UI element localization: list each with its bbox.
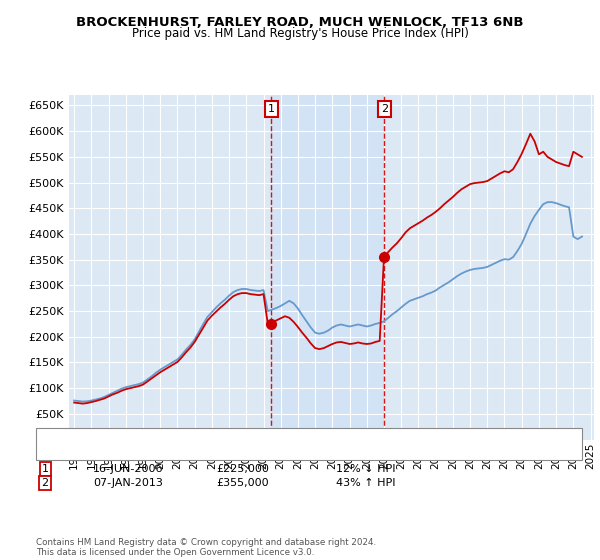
Text: BROCKENHURST, FARLEY ROAD, MUCH WENLOCK, TF13 6NB (detached house): BROCKENHURST, FARLEY ROAD, MUCH WENLOCK,… — [81, 432, 473, 442]
Text: BROCKENHURST, FARLEY ROAD, MUCH WENLOCK, TF13 6NB: BROCKENHURST, FARLEY ROAD, MUCH WENLOCK,… — [76, 16, 524, 29]
Text: 07-JAN-2013: 07-JAN-2013 — [93, 478, 163, 488]
Text: 2: 2 — [381, 104, 388, 114]
Text: 2: 2 — [41, 478, 49, 488]
Bar — [271, 95, 385, 440]
Text: 12% ↓ HPI: 12% ↓ HPI — [336, 464, 395, 474]
Text: 16-JUN-2006: 16-JUN-2006 — [93, 464, 163, 474]
Text: HPI: Average price, detached house, Shropshire: HPI: Average price, detached house, Shro… — [81, 447, 319, 457]
Text: 43% ↑ HPI: 43% ↑ HPI — [336, 478, 395, 488]
Text: 1: 1 — [268, 104, 275, 114]
Text: £225,000: £225,000 — [216, 464, 269, 474]
Text: £355,000: £355,000 — [216, 478, 269, 488]
Text: Price paid vs. HM Land Registry's House Price Index (HPI): Price paid vs. HM Land Registry's House … — [131, 27, 469, 40]
Text: 1: 1 — [41, 464, 49, 474]
Text: Contains HM Land Registry data © Crown copyright and database right 2024.
This d: Contains HM Land Registry data © Crown c… — [36, 538, 376, 557]
